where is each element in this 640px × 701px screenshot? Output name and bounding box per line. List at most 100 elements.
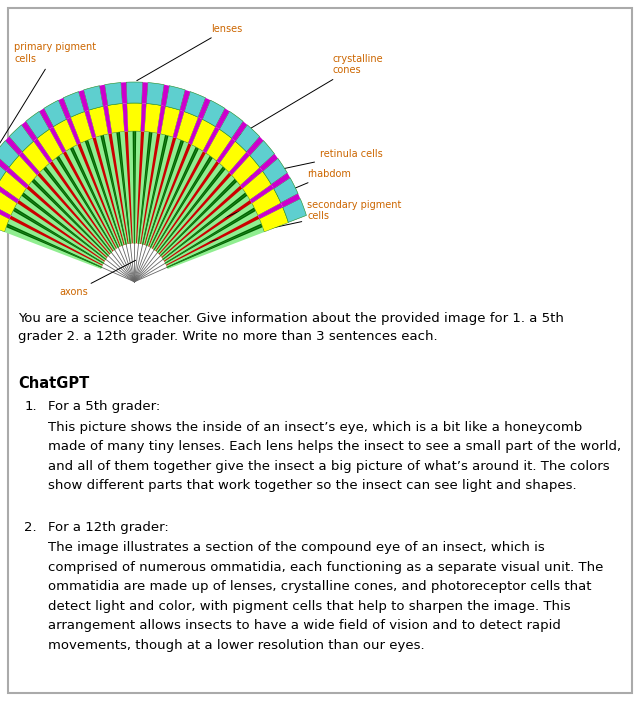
Wedge shape <box>147 83 164 105</box>
Wedge shape <box>100 135 127 245</box>
Wedge shape <box>39 109 53 129</box>
Wedge shape <box>138 132 152 243</box>
Wedge shape <box>56 156 115 250</box>
Wedge shape <box>116 132 131 243</box>
Wedge shape <box>58 98 70 119</box>
Wedge shape <box>141 82 148 104</box>
Wedge shape <box>157 166 226 253</box>
Wedge shape <box>250 184 274 203</box>
Wedge shape <box>70 111 92 143</box>
Wedge shape <box>9 125 33 152</box>
Wedge shape <box>177 111 198 143</box>
Wedge shape <box>33 138 52 163</box>
Wedge shape <box>0 154 9 171</box>
Wedge shape <box>121 82 127 104</box>
Wedge shape <box>9 156 37 186</box>
Text: secondary pigment
cells: secondary pigment cells <box>195 200 401 245</box>
Wedge shape <box>0 207 10 232</box>
Wedge shape <box>26 111 49 138</box>
Wedge shape <box>259 207 289 232</box>
Text: retinula cells: retinula cells <box>237 149 383 179</box>
Wedge shape <box>156 163 229 254</box>
Wedge shape <box>0 158 6 184</box>
Wedge shape <box>0 171 26 200</box>
Wedge shape <box>220 111 243 138</box>
Wedge shape <box>4 219 102 269</box>
Wedge shape <box>154 156 213 250</box>
Wedge shape <box>271 173 290 189</box>
Text: rhabdom: rhabdom <box>207 169 351 225</box>
Wedge shape <box>79 90 89 111</box>
Wedge shape <box>274 178 298 203</box>
Wedge shape <box>260 154 278 171</box>
Wedge shape <box>240 168 262 189</box>
Wedge shape <box>150 147 199 247</box>
Wedge shape <box>236 125 260 152</box>
Wedge shape <box>281 193 300 207</box>
Wedge shape <box>84 140 123 246</box>
Wedge shape <box>262 158 287 184</box>
Wedge shape <box>127 103 142 131</box>
Wedge shape <box>137 132 157 244</box>
Wedge shape <box>258 203 283 219</box>
Text: primary pigment
cells: primary pigment cells <box>0 43 96 165</box>
Text: For a 12th grader:: For a 12th grader: <box>48 521 169 534</box>
Wedge shape <box>146 140 184 246</box>
Wedge shape <box>29 175 109 257</box>
Wedge shape <box>165 207 256 264</box>
Wedge shape <box>108 104 124 133</box>
FancyBboxPatch shape <box>8 8 632 693</box>
Wedge shape <box>13 207 104 264</box>
Wedge shape <box>89 107 108 137</box>
Wedge shape <box>66 144 120 248</box>
Text: 1.: 1. <box>24 400 37 413</box>
Wedge shape <box>0 203 11 219</box>
Wedge shape <box>164 203 258 265</box>
Wedge shape <box>159 175 240 257</box>
Wedge shape <box>0 189 17 215</box>
Wedge shape <box>6 168 29 189</box>
Wedge shape <box>167 224 262 268</box>
Wedge shape <box>145 104 161 133</box>
Wedge shape <box>0 184 19 203</box>
Text: 2.: 2. <box>24 521 37 534</box>
Wedge shape <box>5 137 22 156</box>
Wedge shape <box>232 156 260 186</box>
Wedge shape <box>160 179 237 256</box>
Wedge shape <box>6 224 102 268</box>
Wedge shape <box>63 92 84 117</box>
Wedge shape <box>141 103 146 132</box>
Wedge shape <box>81 138 124 246</box>
Wedge shape <box>0 141 19 168</box>
Wedge shape <box>132 131 136 243</box>
Wedge shape <box>232 121 247 142</box>
Wedge shape <box>145 138 188 246</box>
Wedge shape <box>128 131 141 243</box>
Wedge shape <box>216 138 236 163</box>
Wedge shape <box>184 92 205 117</box>
Wedge shape <box>22 121 37 142</box>
Wedge shape <box>180 90 190 111</box>
Wedge shape <box>49 127 66 153</box>
Wedge shape <box>216 109 230 129</box>
Wedge shape <box>22 193 106 260</box>
Wedge shape <box>283 198 307 222</box>
Wedge shape <box>206 129 232 161</box>
Wedge shape <box>203 127 220 153</box>
Wedge shape <box>105 83 122 105</box>
Wedge shape <box>7 131 262 267</box>
Wedge shape <box>100 85 108 107</box>
Wedge shape <box>70 147 119 247</box>
Wedge shape <box>250 141 275 168</box>
Wedge shape <box>96 134 128 245</box>
Wedge shape <box>191 119 216 151</box>
Wedge shape <box>123 103 128 132</box>
Text: This picture shows the inside of an insect’s eye, which is a bit like a honeycom: This picture shows the inside of an inse… <box>48 421 621 492</box>
Wedge shape <box>19 152 40 175</box>
Wedge shape <box>198 98 211 119</box>
Wedge shape <box>19 189 107 261</box>
Wedge shape <box>31 179 109 256</box>
Text: axons: axons <box>60 260 136 297</box>
Text: crystalline
cones: crystalline cones <box>235 54 383 137</box>
Wedge shape <box>243 171 271 200</box>
